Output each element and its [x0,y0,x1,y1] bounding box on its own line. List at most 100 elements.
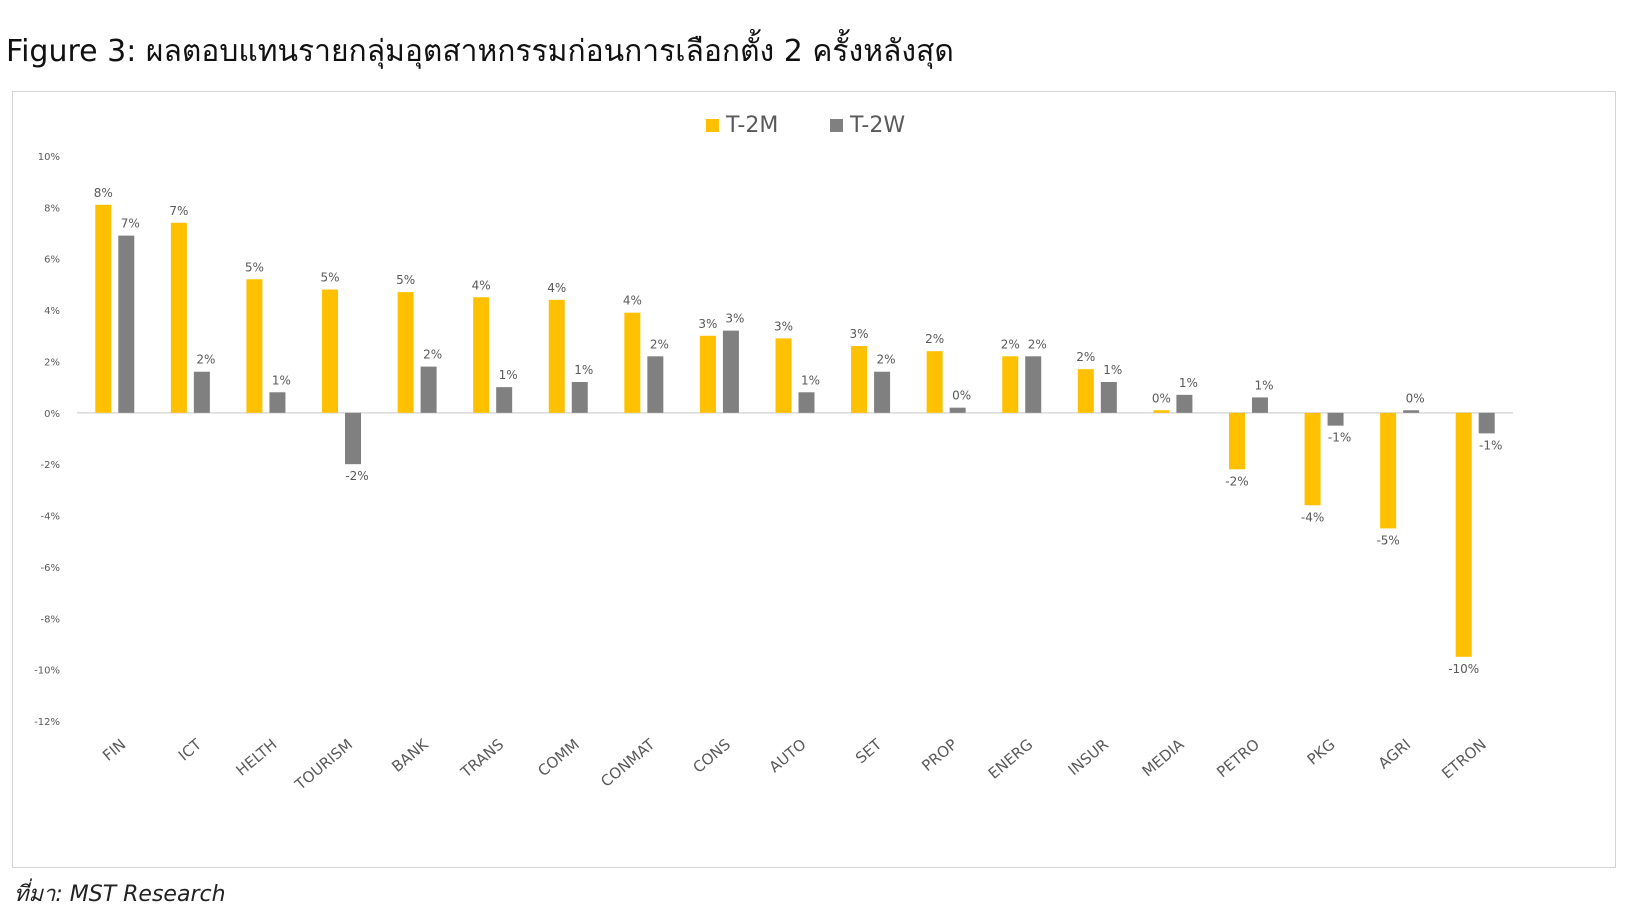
bar-t2w [1176,394,1193,413]
data-label-t2w: 2% [650,337,669,351]
data-label-t2w: 1% [1254,378,1273,392]
data-label-t2w: 1% [801,373,820,387]
legend-label-t2m: T-2M [725,113,778,138]
bar-t2m [851,346,868,413]
data-label-t2w: -1% [1328,431,1351,445]
data-label-t2w: 2% [196,353,215,367]
bar-t2m [1153,410,1170,413]
x-tick-label: BANK [388,735,432,776]
data-label-t2w: 2% [1028,337,1047,351]
data-label-t2m: 4% [547,281,566,295]
data-label-t2m: 5% [245,260,264,274]
bar-t2w [874,371,891,413]
data-label-t2m: 2% [925,332,944,346]
y-tick-label: -12% [34,717,60,728]
x-tick-label: SET [852,735,886,767]
bar-t2m [1077,369,1094,413]
bar-t2w [420,366,437,413]
bar-t2m [926,351,943,413]
y-tick-label: -4% [41,512,60,523]
data-label-t2m: 7% [169,204,188,218]
data-label-t2w: 3% [725,312,744,326]
data-label-t2m: -4% [1301,510,1324,524]
data-label-t2m: 3% [850,327,869,341]
data-label-t2w: -1% [1479,438,1502,452]
y-tick-label: -6% [41,563,60,574]
data-label-t2m: 3% [774,319,793,333]
y-tick-label: 8% [44,203,60,214]
data-label-t2w: 1% [1103,363,1122,377]
bar-t2m [1002,356,1019,413]
y-tick-label: 6% [44,255,60,266]
x-tick-label: ICT [175,735,206,765]
data-label-t2w: 1% [1179,376,1198,390]
x-tick-label: FIN [99,735,129,764]
chart-frame: 10% 8% 6% 4% 2% 0% -2% -4% -6% -8% -10% -12% 8% 7% FIN… [12,91,1616,868]
data-label-t2m: 5% [321,271,340,285]
bar-t2w [647,356,664,413]
data-label-t2m: 3% [698,317,717,331]
x-tick-label: CONMAT [597,735,659,791]
bar-t2w [1478,412,1495,434]
data-label-t2w: 2% [877,353,896,367]
y-tick-label: 10% [38,152,60,163]
x-tick-label: MEDIA [1139,735,1188,781]
bar-t2m [699,335,716,413]
bar-t2m [1455,412,1472,657]
data-label-t2w: 0% [1406,391,1425,405]
y-tick-label: -8% [41,614,60,625]
bar-t2w [571,382,588,413]
x-tick-label: CONS [689,735,734,776]
y-tick-label: -2% [41,460,60,471]
bar-t2m [473,297,490,413]
bar-chart: 10% 8% 6% 4% 2% 0% -2% -4% -6% -8% -10% -12% 8% 7% FIN… [34,113,1513,794]
x-tick-label: AGRI [1375,735,1415,772]
data-label-t2w: 1% [499,368,518,382]
x-tick-label: PKG [1304,735,1339,768]
bar-t2w [269,392,286,413]
data-label-t2m: 4% [472,278,491,292]
x-tick-label: PETRO [1213,735,1263,781]
data-label-t2m: -2% [1225,474,1248,488]
data-label-t2m: -10% [1448,662,1479,676]
data-label-t2m: -5% [1376,533,1399,547]
data-label-t2m: 8% [94,186,113,200]
x-tick-label: AUTO [766,735,810,776]
data-label-t2w: 0% [952,389,971,403]
x-tick-label: PROP [918,735,960,775]
bar-t2w [345,412,362,465]
x-tick-label: ENERG [985,735,1037,782]
bar-t2w [798,392,815,413]
data-label-t2w: 7% [121,217,140,231]
bar-t2w [1251,397,1268,413]
bar-t2w [949,407,966,413]
legend-swatch-t2w [830,119,843,132]
y-tick-label: 0% [44,409,60,420]
bar-t2m [170,222,187,413]
x-tick-label: TOURISM [291,735,356,794]
bar-t2w [1025,356,1042,413]
bar-t2m [548,299,565,413]
data-label-t2m: 2% [1001,337,1020,351]
bar-t2w [496,387,513,413]
bar-t2w [722,330,739,413]
x-tick-label: HELTH [233,735,281,779]
bar-t2w [193,371,210,413]
bar-t2w [118,235,135,413]
legend-swatch-t2m [706,119,719,132]
data-label-t2m: 4% [623,294,642,308]
source-note: ที่มา: MST Research [14,882,226,907]
bar-t2m [1380,412,1397,529]
bar-t2w [1403,410,1420,413]
bar-t2m [624,312,641,413]
bar-t2m [246,279,263,413]
legend-label-t2w: T-2W [849,113,905,138]
bar-t2m [322,289,339,413]
data-label-t2m: 5% [396,273,415,287]
y-tick-label: 4% [44,306,60,317]
data-label-t2w: 2% [423,348,442,362]
x-tick-label: ETRON [1438,735,1489,782]
y-tick-label: -10% [34,666,60,677]
y-tick-label: 2% [44,357,60,368]
bar-t2m [1304,412,1321,506]
